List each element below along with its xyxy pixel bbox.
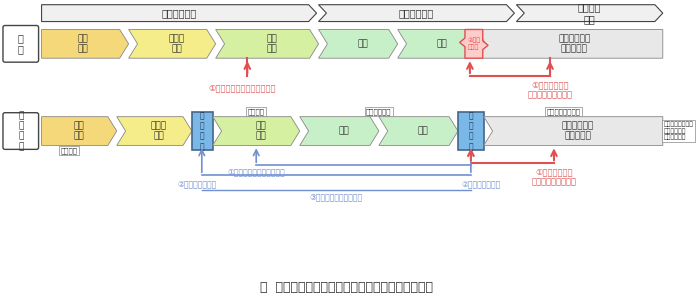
Polygon shape [41, 117, 117, 145]
Text: 来店者の
活動: 来店者の 活動 [578, 2, 601, 24]
Text: 購買
物流: 購買 物流 [74, 121, 85, 141]
Text: 物流: 物流 [357, 39, 368, 48]
Polygon shape [460, 30, 488, 58]
Text: ②ミス
マッチ: ②ミス マッチ [468, 38, 480, 50]
Text: 販売額増: 販売額増 [248, 108, 265, 115]
Polygon shape [216, 30, 318, 58]
Text: 開
花
調
節: 開 花 調 節 [200, 111, 204, 151]
Text: 購買
物流: 購買 物流 [78, 34, 88, 54]
Text: 販売額・手数料増: 販売額・手数料増 [547, 108, 581, 115]
Text: 出荷
物流: 出荷 物流 [256, 121, 266, 141]
Polygon shape [477, 30, 663, 58]
Polygon shape [117, 117, 192, 145]
Text: ①収穫したらすぐに出荷する: ①収穫したらすぐに出荷する [209, 83, 276, 92]
FancyBboxPatch shape [3, 25, 38, 62]
Polygon shape [517, 5, 663, 22]
Polygon shape [213, 117, 300, 145]
Text: 出荷
物流: 出荷 物流 [266, 34, 277, 54]
Polygon shape [318, 5, 514, 22]
Text: ②技術を導入する: ②技術を導入する [177, 180, 216, 189]
Polygon shape [41, 5, 316, 22]
Text: ③需給の状況を伝達する: ③需給の状況を伝達する [310, 192, 363, 201]
Polygon shape [300, 117, 379, 145]
Bar [192, 112, 213, 150]
FancyBboxPatch shape [3, 113, 38, 150]
Text: ①休日や物日に
需要が集中している: ①休日や物日に 需要が集中している [531, 167, 577, 187]
Text: ①需要に合わせて出荷する: ①需要に合わせて出荷する [228, 167, 285, 176]
Polygon shape [379, 117, 458, 145]
Text: 生産費減: 生産費減 [61, 147, 78, 154]
Text: 物流: 物流 [338, 126, 349, 135]
Polygon shape [318, 30, 398, 58]
Text: 現
状: 現 状 [18, 33, 24, 55]
Text: 栽培・
収穫: 栽培・ 収穫 [169, 34, 185, 54]
Text: 来店・購入・
利用・廃棄: 来店・購入・ 利用・廃棄 [558, 34, 590, 54]
Text: 栽培・
収穫: 栽培・ 収穫 [150, 121, 167, 141]
Text: 購入機会損失減・
目持ちの良い
商品購入可能: 購入機会損失減・ 目持ちの良い 商品購入可能 [664, 122, 694, 140]
Text: 図  現状と開花調節技術を導入した場合の改善方向: 図 現状と開花調節技術を導入した場合の改善方向 [260, 281, 433, 294]
Text: 出荷者の活動: 出荷者の活動 [162, 8, 197, 18]
Polygon shape [41, 30, 129, 58]
Text: 直売所の活動: 直売所の活動 [399, 8, 434, 18]
Text: 管理コスト減: 管理コスト減 [366, 108, 391, 115]
Bar [458, 112, 484, 150]
Text: ②技術を導入する: ②技術を導入する [461, 180, 500, 189]
Text: 販売: 販売 [417, 126, 428, 135]
Polygon shape [484, 117, 663, 145]
Polygon shape [129, 30, 216, 58]
Text: ①休日や物日に
需要が集中している: ①休日や物日に 需要が集中している [528, 80, 573, 99]
Text: 改
善
方
向: 改 善 方 向 [18, 111, 24, 151]
Text: 需
要
予
測: 需 要 予 測 [468, 111, 473, 151]
Text: 販売: 販売 [436, 39, 447, 48]
Polygon shape [398, 30, 477, 58]
Text: 来店・購入・
利用・廃棄: 来店・購入・ 利用・廃棄 [561, 121, 594, 141]
